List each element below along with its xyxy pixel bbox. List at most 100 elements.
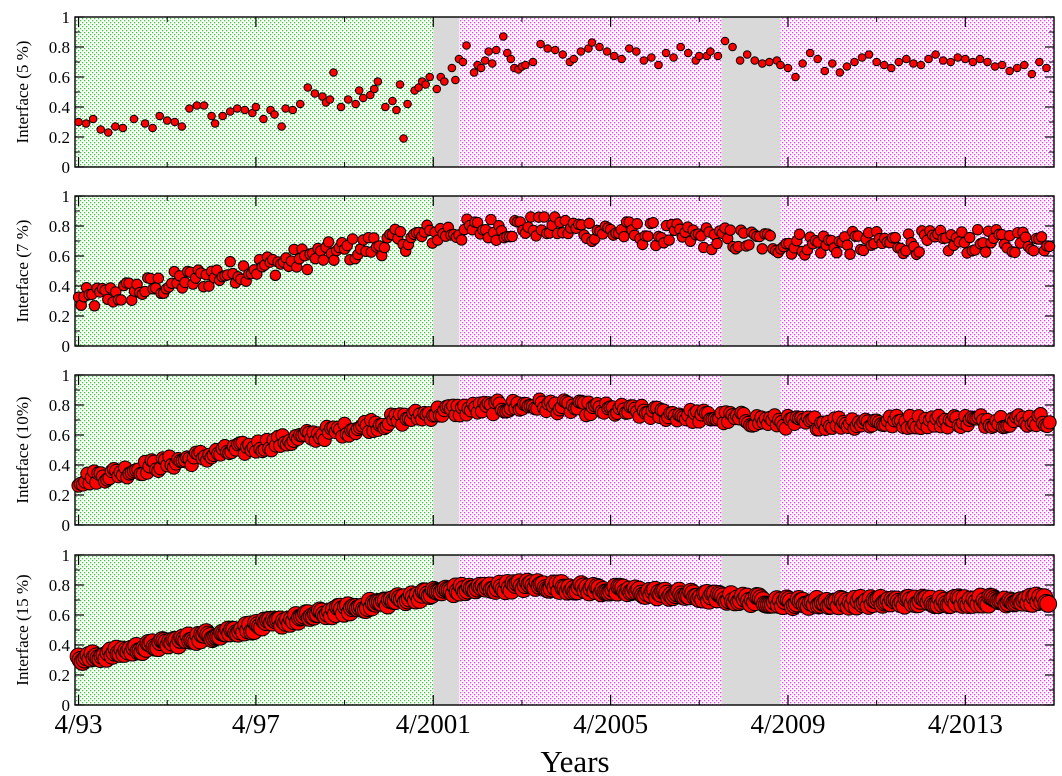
data-point: [395, 80, 405, 89]
data-point: [476, 63, 486, 73]
y-tick-label: 0.4: [49, 456, 71, 475]
data-point: [587, 38, 597, 47]
data-point: [351, 99, 360, 109]
data-point: [765, 57, 774, 67]
data-point: [369, 84, 379, 94]
data-point: [815, 247, 827, 259]
data-point: [813, 54, 822, 64]
data-point: [889, 231, 901, 244]
data-point: [329, 68, 338, 77]
data-point: [844, 248, 856, 260]
data-point: [425, 72, 435, 82]
data-point: [609, 51, 619, 61]
y-tick-label: 0.6: [49, 247, 70, 266]
x-tick-label: 4/2013: [928, 709, 1003, 739]
panel-3: 0 0.2 0.4 0.6 0.8 1 Interface (10%): [13, 366, 1057, 535]
data-point: [569, 54, 579, 64]
data-point: [81, 119, 91, 128]
data-point: [724, 224, 737, 236]
data-point: [88, 300, 101, 312]
data-point: [152, 272, 165, 284]
data-point: [237, 260, 250, 272]
background-region-4: [721, 196, 781, 346]
data-point: [1012, 63, 1022, 73]
data-points: [72, 211, 1056, 312]
background-region-4: [721, 375, 781, 525]
data-point: [365, 90, 375, 100]
data-point: [931, 50, 940, 59]
data-point: [894, 57, 904, 67]
data-point: [938, 56, 948, 65]
data-point: [346, 233, 359, 245]
data-point: [617, 54, 626, 64]
y-tick-label: 1: [62, 546, 71, 565]
data-point: [462, 41, 471, 50]
panel-1: 0 0.2 0.4 0.6 0.8 1 Interface (5 %): [13, 8, 1055, 177]
data-point: [177, 122, 187, 131]
background-region-4: [721, 17, 781, 167]
data-point: [1043, 240, 1056, 253]
y-tick-label: 1: [62, 187, 71, 206]
data-point: [358, 93, 368, 103]
data-point: [886, 63, 896, 73]
data-point: [968, 57, 978, 67]
data-point: [831, 247, 843, 259]
data-point: [440, 77, 449, 86]
data-point: [251, 102, 261, 112]
panel-4: 0 0.2 0.4 0.6 0.8 1 Interface (15 %): [13, 546, 1058, 715]
data-point: [162, 116, 172, 125]
data-point: [720, 36, 730, 46]
data-point: [1039, 595, 1058, 613]
data-point: [325, 95, 335, 104]
data-point: [155, 111, 164, 121]
data-point: [902, 54, 911, 64]
x-tick-label: 4/2005: [573, 709, 648, 739]
data-point: [170, 117, 180, 127]
data-point: [1005, 66, 1014, 76]
y-tick-label: 0.8: [49, 38, 70, 57]
data-point: [713, 51, 723, 61]
y-tick-label: 0.2: [49, 307, 70, 326]
data-point: [595, 42, 604, 52]
data-point: [354, 86, 364, 95]
y-axis-label: Interface (10%): [13, 396, 32, 503]
x-axis: 4/93 4/97 4/2001 4/2005 4/2009 4/2013: [55, 709, 1003, 739]
data-point: [864, 50, 874, 59]
data-point: [536, 39, 545, 49]
data-point: [499, 32, 508, 41]
data-point: [140, 119, 150, 128]
data-point: [388, 96, 397, 106]
x-tick-label: 4/97: [232, 709, 280, 739]
data-point: [240, 105, 250, 115]
y-tick-label: 0.8: [49, 396, 70, 415]
data-point: [583, 217, 596, 230]
data-point: [115, 294, 127, 306]
data-point: [961, 54, 970, 64]
data-point: [1035, 57, 1044, 67]
data-point: [543, 44, 552, 53]
data-point: [793, 228, 806, 240]
data-point: [980, 246, 992, 258]
data-point: [647, 53, 656, 62]
data-point: [909, 59, 918, 68]
y-tick-label: 0.2: [49, 486, 70, 505]
data-point: [631, 218, 643, 230]
data-point: [96, 125, 106, 134]
data-point: [455, 234, 468, 246]
data-point: [103, 128, 113, 137]
data-point: [798, 59, 807, 68]
data-point: [310, 89, 320, 98]
background-region-2: [433, 375, 459, 525]
data-point: [850, 57, 859, 67]
y-tick-label: 1: [62, 366, 71, 385]
data-point: [632, 47, 641, 56]
data-points: [69, 572, 1058, 671]
data-point: [1019, 231, 1032, 243]
data-point: [210, 119, 220, 128]
data-point: [506, 230, 518, 243]
data-point: [185, 104, 194, 113]
data-point: [750, 56, 760, 65]
background-region-5: [780, 196, 1054, 346]
data-point: [558, 50, 568, 59]
